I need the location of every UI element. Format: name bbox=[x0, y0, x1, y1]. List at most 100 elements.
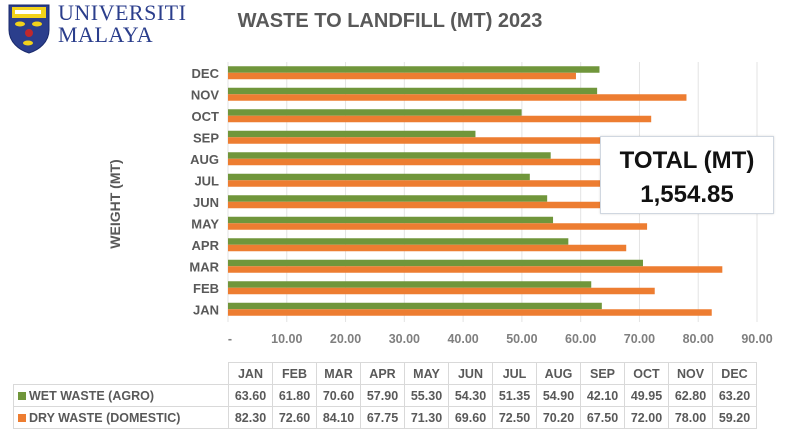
table-header-cell: MAR bbox=[316, 362, 361, 385]
table-cell: 72.00 bbox=[624, 406, 669, 429]
table-header-cell: FEB bbox=[272, 362, 317, 385]
table-header-cell: DEC bbox=[712, 362, 757, 385]
total-label: TOTAL (MT) bbox=[619, 147, 755, 174]
table-header-cell: JAN bbox=[228, 362, 273, 385]
table-cell: 55.30 bbox=[404, 384, 449, 407]
bar-wet-jul bbox=[228, 173, 530, 181]
x-tick-label: 70.00 bbox=[624, 332, 655, 346]
table-cell: 59.20 bbox=[712, 406, 757, 429]
bar-dry-jul bbox=[228, 180, 655, 187]
category-label: MAR bbox=[189, 259, 219, 274]
bars bbox=[228, 66, 723, 316]
category-label: JAN bbox=[193, 302, 219, 317]
category-label: FEB bbox=[193, 281, 219, 296]
table-cell: 69.60 bbox=[448, 406, 493, 429]
category-label: SEP bbox=[193, 130, 219, 145]
table-header-cell: MAY bbox=[404, 362, 449, 385]
chart-title-text: WASTE TO LANDFILL (MT) 2023 bbox=[237, 10, 543, 32]
category-label: JUL bbox=[194, 173, 219, 188]
category-label: APR bbox=[192, 238, 220, 253]
table-header-cell: AUG bbox=[536, 362, 581, 385]
bar-wet-dec bbox=[228, 66, 600, 73]
bar-wet-aug bbox=[228, 152, 551, 159]
category-label: JUN bbox=[193, 195, 219, 210]
table-cell: 62.80 bbox=[668, 384, 713, 407]
legend-wet-waste: WET WASTE (AGRO) bbox=[13, 384, 229, 407]
total-callout: TOTAL (MT) 1,554.85 bbox=[600, 136, 774, 214]
category-label: AUG bbox=[190, 152, 219, 167]
table-cell: 72.60 bbox=[272, 406, 317, 429]
table-cell: 51.35 bbox=[492, 384, 537, 407]
data-table: JAN FEB MAR APR MAY JUN JUL AUG SEP OCT … bbox=[13, 362, 757, 429]
table-cell: 63.20 bbox=[712, 384, 757, 407]
x-tick-label: 30.00 bbox=[389, 332, 420, 346]
x-tick-labels: - 10.00 20.00 30.00 40.00 50.00 60.00 70.00 80.0… bbox=[228, 332, 773, 346]
university-logo: UNIVERSITI MALAYA bbox=[6, 2, 186, 54]
table-cell: 70.20 bbox=[536, 406, 581, 429]
university-name: UNIVERSITI MALAYA bbox=[58, 2, 186, 46]
table-corner bbox=[14, 363, 229, 385]
legend-label: WET WASTE (AGRO) bbox=[29, 388, 154, 403]
bar-wet-jan bbox=[228, 302, 602, 310]
x-tick-label: 20.00 bbox=[330, 332, 361, 346]
bar-wet-feb bbox=[228, 281, 592, 288]
bar-dry-jan bbox=[228, 309, 712, 316]
legend-dry-waste: DRY WASTE (DOMESTIC) bbox=[13, 406, 229, 429]
table-cell: 49.95 bbox=[624, 384, 669, 407]
x-tick-label: 10.00 bbox=[271, 332, 302, 346]
total-value: 1,554.85 bbox=[640, 181, 734, 208]
crest-shield-icon bbox=[8, 4, 50, 54]
category-labels: JAN FEB MAR APR MAY JUN JUL AUG SEP OCT NOV DEC bbox=[189, 66, 219, 318]
bar-dry-feb bbox=[228, 287, 655, 295]
table-cell: 71.30 bbox=[404, 406, 449, 429]
logo-line-2: MALAYA bbox=[58, 22, 154, 47]
table-cell: 61.80 bbox=[272, 384, 317, 407]
bar-dry-sep bbox=[228, 137, 625, 144]
table-cell: 72.50 bbox=[492, 406, 537, 429]
table-cell: 78.00 bbox=[668, 406, 713, 429]
table-cell: 54.90 bbox=[536, 384, 581, 407]
category-label: NOV bbox=[191, 87, 220, 102]
chart-title: WASTE TO LANDFILL (MT) 2023 bbox=[0, 10, 800, 33]
table-header-cell: JUL bbox=[492, 362, 537, 385]
table-row-wet-waste: WET WASTE (AGRO) 63.60 61.80 70.60 57.90… bbox=[13, 384, 757, 407]
table-cell: 82.30 bbox=[228, 406, 273, 429]
table-cell: 67.50 bbox=[580, 406, 625, 429]
bar-wet-sep bbox=[228, 130, 476, 138]
bar-dry-dec bbox=[228, 72, 576, 80]
table-cell: 67.75 bbox=[360, 406, 405, 429]
bar-wet-jun bbox=[228, 195, 548, 202]
legend-swatch-orange bbox=[18, 413, 26, 422]
bar-dry-nov bbox=[228, 94, 687, 101]
bar-dry-apr bbox=[228, 244, 627, 252]
table-header-cell: NOV bbox=[668, 362, 713, 385]
table-header-row: JAN FEB MAR APR MAY JUN JUL AUG SEP OCT … bbox=[14, 362, 757, 385]
table-header-cell: APR bbox=[360, 362, 405, 385]
x-tick-label: 60.00 bbox=[565, 332, 596, 346]
table-cell: 54.30 bbox=[448, 384, 493, 407]
category-label: DEC bbox=[192, 66, 220, 81]
x-tick-label: 50.00 bbox=[506, 332, 537, 346]
table-cell: 63.60 bbox=[228, 384, 273, 407]
bar-wet-oct bbox=[228, 109, 522, 116]
x-tick-label: 80.00 bbox=[683, 332, 714, 346]
bar-wet-may bbox=[228, 216, 554, 224]
table-cell: 42.10 bbox=[580, 384, 625, 407]
category-label: OCT bbox=[192, 109, 220, 124]
bar-dry-may bbox=[228, 223, 648, 230]
category-label: MAY bbox=[191, 216, 219, 231]
legend-label: DRY WASTE (DOMESTIC) bbox=[29, 410, 181, 425]
x-tick-label: - bbox=[228, 332, 232, 346]
legend-swatch-green bbox=[18, 391, 26, 400]
table-cell: 84.10 bbox=[316, 406, 361, 429]
bar-dry-oct bbox=[228, 115, 652, 123]
table-header-cell: SEP bbox=[580, 362, 625, 385]
table-cell: 57.90 bbox=[360, 384, 405, 407]
bar-wet-apr bbox=[228, 238, 569, 245]
table-header-cell: JUN bbox=[448, 362, 493, 385]
logo-line-1: UNIVERSITI bbox=[58, 0, 187, 25]
table-cell: 70.60 bbox=[316, 384, 361, 407]
bar-dry-mar bbox=[228, 266, 723, 273]
bar-dry-aug bbox=[228, 158, 641, 166]
